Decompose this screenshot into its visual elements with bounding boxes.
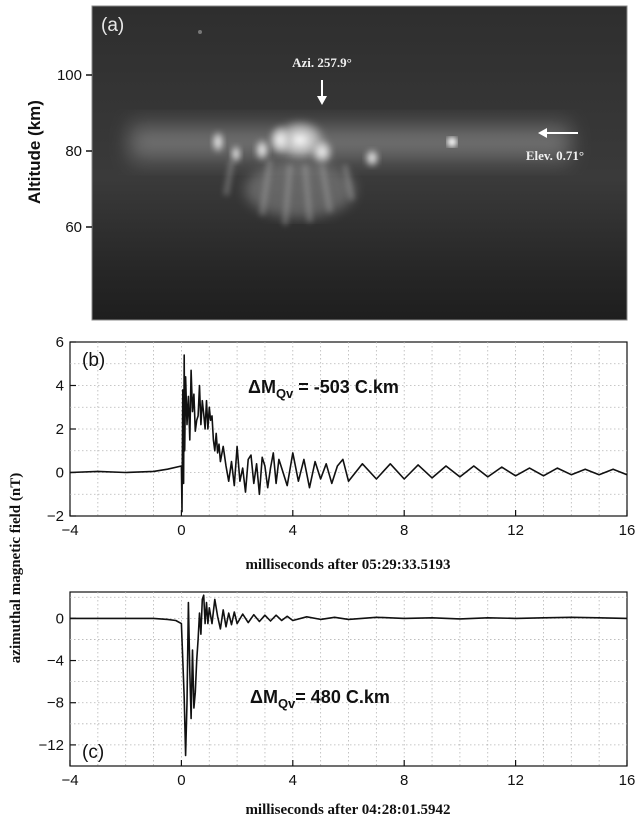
panel-b: −4 0 4 8 12 16 −2 0 2 4 6 (b) ΔMQv = -503 C.km mil… (47, 334, 635, 573)
panel-c-annotation: ΔMQv= 480 C.km (250, 687, 390, 711)
panel-c-grid (70, 592, 627, 766)
altitude-tick-80: 80 (65, 143, 82, 160)
x-tick-label: 0 (177, 772, 185, 789)
panel-b-annotation-value: = -503 C.km (293, 377, 399, 397)
panel-b-annotation-symbol: ΔM (248, 377, 276, 397)
altitude-axis-label: Altitude (km) (25, 100, 44, 204)
altitude-tick-100: 100 (57, 67, 82, 84)
x-tick-label: 8 (400, 522, 408, 539)
x-tick-label: 4 (289, 522, 297, 539)
y-tick-label: −2 (47, 508, 64, 525)
panel-c-tag: (c) (82, 742, 104, 763)
y-tick-label: 2 (56, 421, 64, 438)
panel-b-tag: (b) (82, 350, 105, 371)
x-tick-label: 4 (289, 772, 297, 789)
x-tick-label: −4 (61, 522, 78, 539)
y-tick-label: 4 (56, 378, 64, 395)
shared-y-axis-label: azimuthal magnetic field (nT) (8, 473, 24, 663)
x-tick-label: 0 (177, 522, 185, 539)
y-tick-label: 0 (56, 610, 64, 627)
azimuth-label: Azi. 257.9° (292, 55, 352, 70)
x-tick-label: 16 (619, 772, 636, 789)
x-tick-label: −4 (61, 772, 78, 789)
panel-a: (a) 100 80 60 Altitude (km) Azi. 257.9° … (25, 5, 628, 321)
panel-b-grid (70, 342, 627, 516)
x-tick-label: 12 (507, 522, 524, 539)
x-tick-label: 16 (619, 522, 636, 539)
panel-c-annotation-value: = 480 C.km (295, 687, 390, 707)
panel-a-tag: (a) (101, 15, 124, 36)
panel-b-series-line (69, 354, 628, 513)
panel-b-x-axis-label: milliseconds after 05:29:33.5193 (245, 557, 450, 573)
panel-b-ticks: −4 0 4 8 12 16 −2 0 2 4 6 (47, 334, 635, 539)
panel-c: −4 0 4 8 12 16 −12 −8 −4 0 (c) ΔMQv= 480 C.km mil… (39, 591, 636, 818)
y-tick-label: −12 (39, 737, 64, 754)
x-tick-label: 8 (400, 772, 408, 789)
y-tick-label: −8 (47, 695, 64, 712)
panel-c-series-line (70, 594, 628, 757)
y-tick-label: 0 (56, 465, 64, 482)
elevation-arrow (538, 128, 578, 138)
panel-b-annotation-subscript: Qv (276, 386, 294, 401)
sprite-glow (130, 30, 570, 226)
panel-a-y-axis: 100 80 60 Altitude (km) (25, 67, 92, 236)
y-tick-label: −4 (47, 653, 64, 670)
panel-c-annotation-symbol: ΔM (250, 687, 278, 707)
elevation-label: Elev. 0.71° (526, 148, 584, 163)
x-tick-label: 12 (507, 772, 524, 789)
panel-b-annotation: ΔMQv = -503 C.km (248, 377, 399, 401)
panel-c-x-axis-label: milliseconds after 04:28:01.5942 (245, 802, 450, 818)
panel-c-annotation-subscript: Qv (278, 696, 296, 711)
azimuth-arrow (317, 80, 327, 105)
y-tick-label: 6 (56, 334, 64, 351)
altitude-tick-60: 60 (65, 219, 82, 236)
